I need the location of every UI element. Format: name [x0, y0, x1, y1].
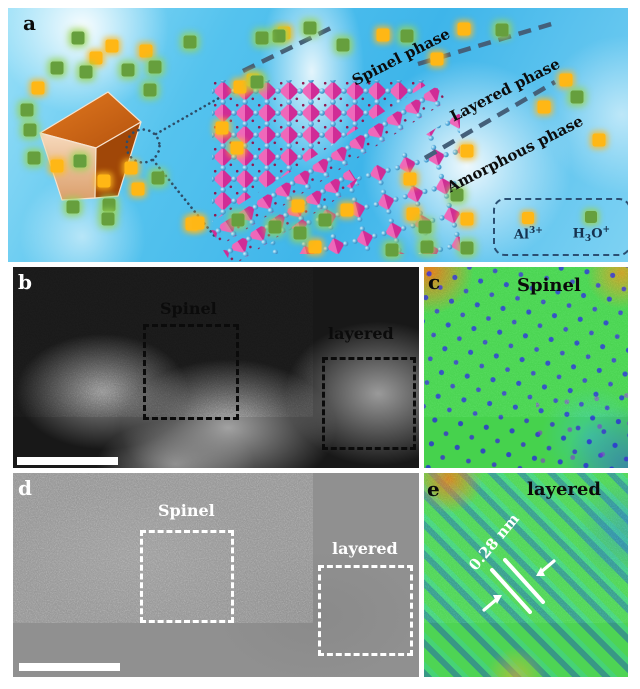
spinel-roi-label: Spinel	[158, 501, 215, 520]
ion-h3o	[318, 213, 332, 227]
ion-h3o	[570, 90, 584, 104]
ion-al	[460, 144, 474, 158]
ion-al	[215, 121, 229, 135]
ion-h3o	[231, 213, 245, 227]
ion-h3o	[73, 154, 87, 168]
layered-roi-label: layered	[328, 324, 394, 343]
ion-al	[308, 240, 322, 254]
al-ion-label: Al3+	[513, 226, 543, 243]
ion-h3o	[143, 83, 157, 97]
lattice-fringe-line	[490, 568, 532, 614]
ion-al	[230, 141, 244, 155]
ion-al	[457, 22, 471, 36]
ion-al	[233, 80, 247, 94]
ion-h3o	[250, 75, 264, 89]
ion-h3o	[460, 241, 474, 255]
spinel-dot-pattern	[424, 267, 628, 468]
ion-al	[31, 81, 45, 95]
panel-d-label: d	[18, 476, 32, 500]
spinel-roi-box	[143, 324, 239, 420]
ion-al	[139, 44, 153, 58]
ion-h3o	[121, 63, 135, 77]
ion-h3o	[71, 31, 85, 45]
ion-h3o	[336, 38, 350, 52]
ion-h3o	[27, 151, 41, 165]
ion-h3o	[293, 226, 307, 240]
ion-h3o	[79, 65, 93, 79]
ion-al	[537, 100, 551, 114]
ion-h3o	[400, 29, 414, 43]
lattice-fringe-line	[503, 558, 545, 604]
ion-h3o	[66, 200, 80, 214]
ion-h3o	[255, 31, 269, 45]
panel-b-label: b	[18, 270, 32, 294]
arrow-shaft	[482, 597, 499, 612]
panel-a-label: a	[23, 11, 36, 35]
panel-e-label: e	[427, 477, 440, 501]
ion-al	[406, 207, 420, 221]
layered-roi-box	[318, 565, 413, 656]
ion-al	[376, 28, 390, 42]
panel-d-hrtem-image: d Spinel layered	[13, 473, 419, 677]
ion-al	[131, 182, 145, 196]
panel-a-schematic: a Spinel phase Layered phase Amorphous p…	[8, 8, 628, 262]
panel-e-title: layered	[527, 479, 601, 500]
panel-c-label: c	[428, 270, 441, 294]
ion-h3o	[420, 240, 434, 254]
ion-legend: Al3+ H3O+	[493, 198, 628, 256]
panel-e-filtered-image: e layered 0.28 nm	[424, 473, 628, 677]
panel-c-filtered-image: c Spinel	[424, 267, 628, 468]
ion-h3o	[303, 21, 317, 35]
ion-al	[460, 212, 474, 226]
scale-bar	[17, 457, 118, 465]
lattice-spacing-annotation	[482, 558, 556, 614]
ion-al	[105, 39, 119, 53]
ion-h3o	[450, 188, 464, 202]
ion-h3o	[148, 60, 162, 74]
ion-al	[191, 216, 205, 230]
h3o-ion-swatch	[585, 210, 598, 223]
magnifier-callout	[125, 92, 228, 240]
ion-h3o	[268, 220, 282, 234]
ion-al	[124, 161, 138, 175]
ion-al	[559, 73, 573, 87]
spinel-roi-label: Spinel	[160, 299, 217, 318]
ion-h3o	[20, 103, 34, 117]
al-ion-swatch	[522, 212, 535, 225]
spinel-roi-box	[140, 530, 234, 623]
ion-al	[340, 203, 354, 217]
scale-bar	[19, 663, 120, 671]
ion-al	[97, 174, 111, 188]
ion-h3o	[272, 29, 286, 43]
ion-h3o	[418, 220, 432, 234]
ion-h3o	[385, 243, 399, 257]
ion-h3o	[151, 171, 165, 185]
ion-al	[291, 199, 305, 213]
ion-h3o	[50, 61, 64, 75]
ion-h3o	[495, 23, 509, 37]
layered-roi-label: layered	[332, 539, 398, 558]
ion-h3o	[101, 212, 115, 226]
arrow-head-icon	[493, 595, 502, 604]
ion-h3o	[102, 198, 116, 212]
ion-al	[403, 172, 417, 186]
ion-al	[89, 51, 103, 65]
ion-al	[50, 159, 64, 173]
layered-stripe-2	[223, 169, 360, 262]
legend-item-h3o: H3O+	[572, 210, 611, 244]
panel-b-haadf-image: b Spinel layered	[13, 267, 419, 468]
panel-c-title: Spinel	[517, 275, 581, 296]
layered-stripe-1	[211, 86, 447, 246]
ion-al	[430, 52, 444, 66]
ion-h3o	[23, 123, 37, 137]
arrow-head-icon	[536, 567, 545, 576]
legend-item-al: Al3+	[513, 212, 543, 243]
ion-al	[592, 133, 606, 147]
h3o-ion-label: H3O+	[572, 224, 611, 244]
layered-roi-box	[322, 357, 416, 450]
ion-h3o	[183, 35, 197, 49]
spinel-lattice-region	[212, 80, 434, 222]
arrow-shaft	[539, 559, 556, 574]
